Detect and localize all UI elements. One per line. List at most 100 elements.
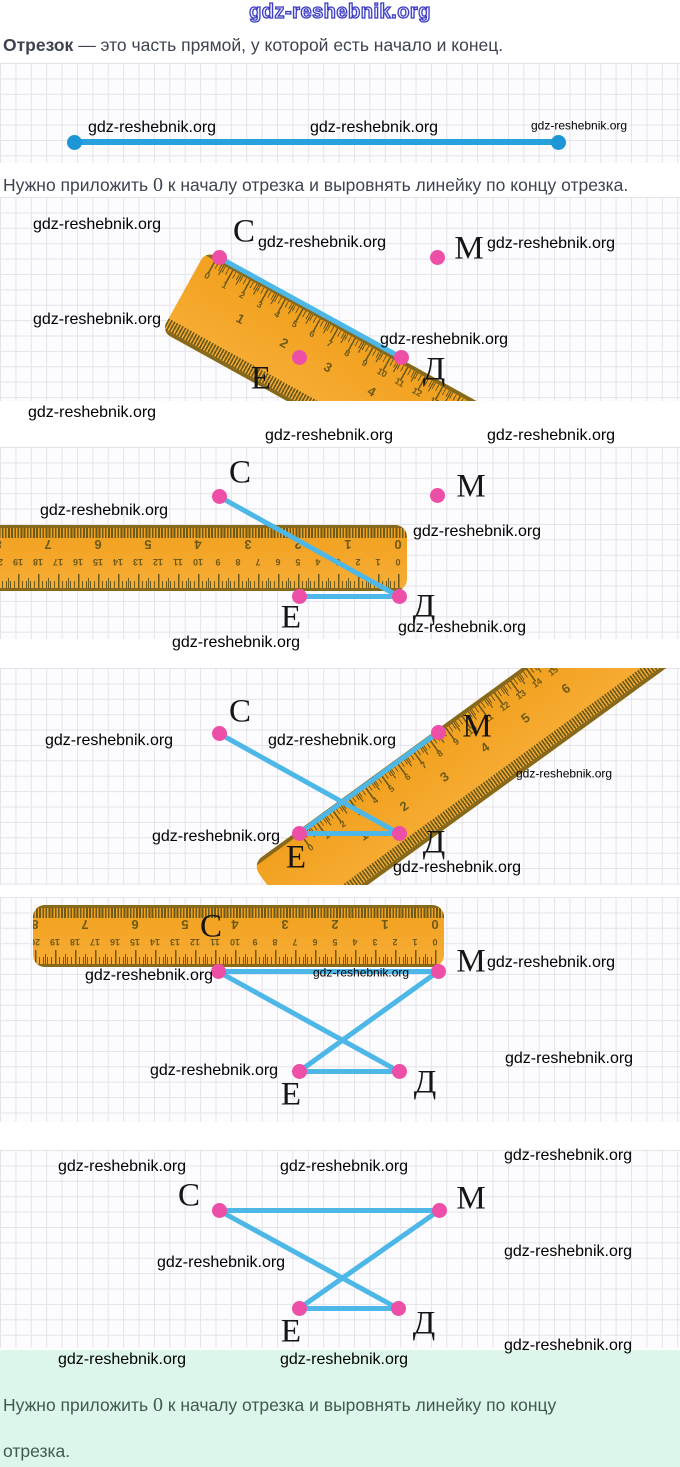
- point-label-М: М: [462, 708, 492, 745]
- footer-zero: 0: [152, 1394, 163, 1416]
- watermark-text: gdz-reshebnik.org: [33, 311, 162, 329]
- ruler-number: 9: [360, 357, 370, 369]
- watermark-text: gdz-reshebnik.org: [258, 234, 387, 252]
- ruler-number: 3: [372, 937, 378, 947]
- point-label-С: С: [232, 213, 256, 250]
- segment: [299, 830, 399, 836]
- ruler-number: 17: [52, 557, 64, 567]
- grid-panel-step-ruler-horizontal-flipped: 0123456780123456789101112131415161718192…: [0, 447, 680, 639]
- ruler-number: 10: [192, 557, 204, 567]
- ruler-number: 14: [149, 937, 161, 947]
- point-label-С: С: [228, 454, 252, 491]
- point-dot-С: [66, 134, 82, 150]
- point-label-М: М: [456, 468, 486, 505]
- watermark-text: gdz-reshebnik.org: [280, 1158, 409, 1176]
- grid-panel-segment-example: [0, 63, 680, 163]
- watermark-text: gdz-reshebnik.org: [398, 619, 527, 637]
- point-dot-М: [431, 1202, 447, 1218]
- grid-panel-step-ruler-diagonal: 012345678910111213141516171819201234567С…: [0, 197, 680, 401]
- ruler-number: 12: [410, 385, 424, 399]
- ruler-number: 11: [393, 375, 407, 390]
- ruler-number: 20: [0, 557, 3, 567]
- point-label-Д: Д: [422, 351, 446, 388]
- watermark-text: gdz-reshebnik.org: [265, 427, 394, 445]
- ruler-number: 2: [237, 289, 247, 301]
- ruler-number: 3: [437, 768, 452, 785]
- ruler-number: 8: [434, 747, 445, 759]
- ruler-number: 8: [33, 917, 39, 932]
- ruler-number: 0: [395, 557, 401, 567]
- ruler-number: 7: [44, 537, 52, 552]
- ruler-inch-comb: [33, 908, 444, 918]
- ruler-number: 10: [229, 937, 241, 947]
- point-dot-Е: [291, 349, 307, 365]
- ruler-number: 13: [132, 557, 144, 567]
- ruler-number: 4: [352, 937, 358, 947]
- ruler-number: 15: [129, 937, 141, 947]
- watermark-text: gdz-reshebnik.org: [58, 1351, 187, 1369]
- ruler-number: 5: [386, 783, 397, 795]
- ruler-number: 7: [325, 337, 335, 350]
- watermark-text: gdz-reshebnik.org: [88, 119, 217, 137]
- point-label-С: С: [228, 693, 252, 730]
- ruler-number: 1: [220, 279, 230, 291]
- watermark-text: gdz-reshebnik.org: [487, 427, 616, 445]
- watermark-text: gdz-reshebnik.org: [504, 1243, 633, 1261]
- ruler-number: 1: [375, 557, 381, 567]
- ruler-number: 6: [558, 680, 574, 697]
- segment: [74, 139, 558, 145]
- ruler-number: 4: [370, 794, 381, 806]
- segment: [219, 1207, 439, 1213]
- footer-pre: Нужно приложить: [3, 1395, 153, 1415]
- point-dot-М: [429, 249, 445, 265]
- ruler-number: 6: [312, 937, 318, 947]
- point-dot-С: [210, 963, 226, 979]
- point-label-Д: Д: [412, 588, 436, 625]
- point-dot-Е: [291, 825, 307, 841]
- footer-post: к началу отрезка и выровнять линейку по …: [3, 1395, 557, 1461]
- ruler: 012345678910111213141516171819201234567: [252, 668, 680, 885]
- point-label-М: М: [454, 230, 484, 267]
- watermark-text: gdz-reshebnik.org: [157, 1254, 286, 1272]
- definition-text: Отрезок — это часть прямой, у которой ес…: [3, 35, 503, 56]
- ruler-number: 14: [112, 557, 124, 567]
- ruler-number: 7: [255, 557, 261, 567]
- ruler-number: 15: [92, 557, 104, 567]
- watermark-text: gdz-reshebnik.org: [58, 1158, 187, 1176]
- point-label-С: С: [177, 1177, 201, 1214]
- point-dot-Д: [391, 825, 407, 841]
- point-label-М: М: [456, 1180, 486, 1217]
- point-dot-М: [429, 487, 445, 503]
- point-dot-Е: [291, 1063, 307, 1079]
- ruler-number: 4: [364, 383, 379, 400]
- ruler-inch-edge: [0, 525, 407, 528]
- ruler-number: 1: [381, 917, 389, 932]
- ruler-number: 2: [331, 917, 339, 932]
- point-dot-Е: [291, 588, 307, 604]
- ruler-number: 8: [235, 557, 241, 567]
- segment: [299, 1068, 399, 1074]
- watermark-text: gdz-reshebnik.org: [152, 828, 281, 846]
- ruler-number: 6: [94, 537, 102, 552]
- watermark-text: gdz-reshebnik.org: [150, 1062, 279, 1080]
- ruler-number: 1: [412, 937, 418, 947]
- ruler-number: 4: [231, 917, 239, 932]
- ruler-number: 5: [144, 537, 152, 552]
- point-label-С: С: [199, 908, 223, 945]
- ruler-cm-edge: [0, 588, 407, 591]
- ruler-number: 1: [344, 537, 352, 552]
- watermark-text: gdz-reshebnik.org: [268, 732, 397, 750]
- ruler-cm-edge: [33, 964, 444, 967]
- instruction-zero: 0: [152, 174, 163, 196]
- ruler-number: 8: [342, 347, 352, 359]
- point-label-Д: Д: [412, 1305, 436, 1342]
- ruler-number: 0: [394, 537, 402, 552]
- point-label-Е: Е: [280, 1313, 302, 1348]
- ruler-number: 12: [189, 937, 201, 947]
- ruler-number: 4: [194, 537, 202, 552]
- point-dot-Д: [393, 349, 409, 365]
- watermark-text: gdz-reshebnik.org: [516, 766, 613, 781]
- ruler-number: 9: [451, 736, 462, 748]
- ruler-inch-edge: [33, 905, 444, 908]
- watermark-text: gdz-reshebnik.org: [40, 502, 169, 520]
